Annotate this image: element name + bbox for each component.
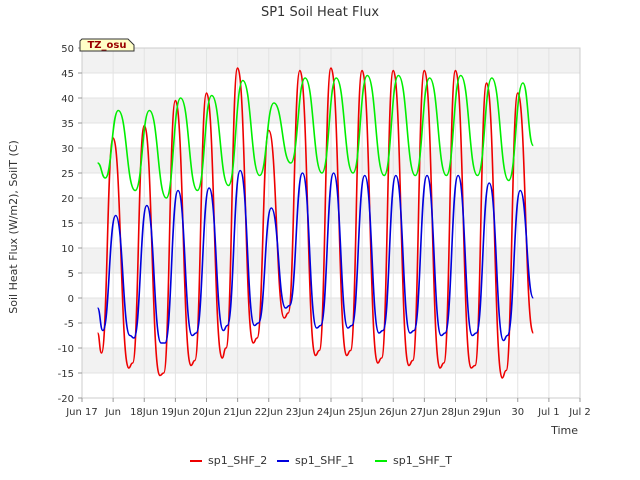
y-tick-label: -10 [58, 344, 74, 355]
x-axis-ticks: Jun 17 Jun 18Jun 19Jun 20Jun 21Jun 22Jun 23Jun 2… [65, 398, 591, 418]
legend-label-sp1_SHF_1: sp1_SHF_1 [295, 454, 354, 467]
data-series [96, 67, 535, 379]
x-tick-label: 26Jun [379, 407, 407, 418]
y-tick-label: -20 [58, 394, 74, 405]
x-tick-label: 23Jun [286, 407, 314, 418]
x-tick-label: Jul 2 [568, 407, 591, 418]
y-axis-label: Soil Heat Flux (W/m2), SoilT (C) [7, 140, 20, 313]
tz-badge-label: TZ_osu [87, 40, 126, 51]
y-tick-label: 30 [61, 144, 74, 155]
legend: sp1_SHF_2 sp1_SHF_1 sp1_SHF_T [190, 454, 452, 467]
y-tick-label: 15 [61, 219, 74, 230]
x-tick-label: 22Jun [255, 407, 283, 418]
series-line-sp1_SHF_2 [96, 67, 535, 379]
x-tick-label: 21Jun [223, 407, 251, 418]
x-tick-label: 29Jun [472, 407, 500, 418]
y-tick-label: 45 [61, 69, 74, 80]
y-axis-ticks: -20 -15 -10 -5 0 5 10 15 20 25 30 35 40 45 50 [58, 44, 82, 405]
y-tick-label: 50 [61, 44, 74, 55]
x-tick-label: 19Jun [161, 407, 189, 418]
y-tick-label: 25 [61, 169, 74, 180]
chart-title: SP1 Soil Heat Flux [261, 5, 379, 20]
y-tick-label: -15 [58, 369, 74, 380]
x-tick-label: 20Jun [192, 407, 220, 418]
y-tick-label: 10 [61, 244, 74, 255]
x-tick-label: 25Jun [348, 407, 376, 418]
x-tick-label: 18Jun [130, 407, 158, 418]
y-tick-label: 0 [68, 294, 74, 305]
y-tick-label: 20 [61, 194, 74, 205]
tz-badge-box [79, 38, 135, 52]
x-tick-label: Jun [104, 407, 121, 418]
y-tick-label: 40 [61, 94, 74, 105]
x-tick-label: Jun 17 [65, 407, 98, 418]
x-tick-label: Jul 1 [537, 407, 560, 418]
legend-label-sp1_SHF_2: sp1_SHF_2 [208, 454, 267, 467]
y-tick-label: -5 [64, 319, 74, 330]
tz-badge: TZ_osu [79, 38, 135, 52]
x-axis-label: Time [550, 424, 578, 437]
y-tick-label: 35 [61, 119, 74, 130]
x-tick-label: 27Jun [410, 407, 438, 418]
series-line-sp1_SHF_1 [96, 169, 535, 344]
x-tick-label: 24Jun [317, 407, 345, 418]
x-tick-label: 28Jun [441, 407, 469, 418]
x-tick-label: 30 [511, 407, 524, 418]
y-tick-label: 5 [68, 269, 74, 280]
series-line-sp1_SHF_T [97, 74, 535, 199]
legend-label-sp1_SHF_T: sp1_SHF_T [393, 454, 452, 467]
